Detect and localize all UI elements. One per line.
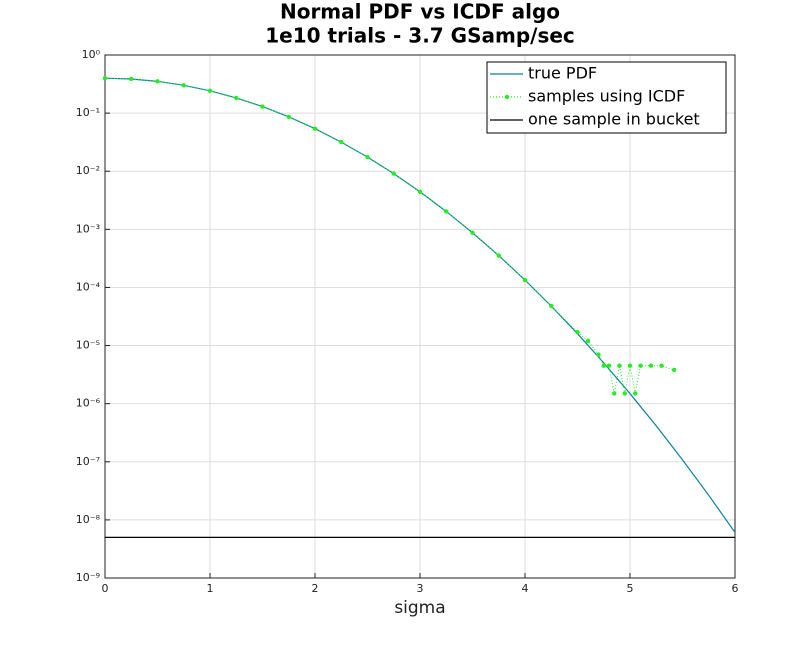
data-point <box>638 363 643 368</box>
x-tick-label: 4 <box>522 582 529 595</box>
data-point <box>155 79 160 84</box>
x-tick-label: 6 <box>732 582 739 595</box>
data-point <box>339 139 344 145</box>
data-point <box>286 114 291 120</box>
y-tick-label: 10⁻⁸ <box>76 513 101 526</box>
data-point <box>129 76 134 82</box>
data-point <box>601 363 606 368</box>
data-point <box>648 363 654 368</box>
y-tick-label: 10⁻⁹ <box>76 571 100 584</box>
data-point <box>444 209 449 214</box>
x-axis-label: sigma <box>394 598 445 618</box>
data-point <box>659 363 664 368</box>
data-point <box>549 303 554 309</box>
y-tick-label: 10⁻³ <box>76 222 100 235</box>
x-tick-label: 3 <box>417 582 424 595</box>
data-point <box>627 363 633 368</box>
data-point <box>365 154 370 160</box>
data-point <box>207 88 213 94</box>
legend-label: samples using ICDF <box>528 87 685 106</box>
plot-frame <box>104 54 736 579</box>
data-point <box>496 253 501 258</box>
series-line <box>105 77 675 394</box>
chart-title: Normal PDF vs ICDF algo <box>280 0 560 24</box>
y-tick-label: 10⁻⁷ <box>76 455 100 468</box>
data-point <box>181 83 186 88</box>
data-point <box>606 363 612 368</box>
legend-label: one sample in bucket <box>528 110 700 129</box>
chart-subtitle: 1e10 trials - 3.7 GSamp/sec <box>265 24 575 48</box>
y-tick-label: 10⁻² <box>76 164 100 177</box>
y-tick-label: 10⁰ <box>82 48 101 61</box>
data-point <box>596 352 601 357</box>
data-point <box>234 95 239 101</box>
data-point <box>617 363 622 368</box>
x-tick-label: 1 <box>207 582 214 595</box>
data-point <box>575 329 580 335</box>
data-point <box>260 104 265 109</box>
data-point <box>417 189 423 194</box>
data-point <box>622 391 627 396</box>
data-point <box>671 367 677 373</box>
data-point <box>612 391 617 396</box>
y-tick-label: 10⁻⁴ <box>76 280 101 293</box>
data-point <box>633 391 638 396</box>
data-point <box>102 75 108 81</box>
data-point <box>391 171 396 176</box>
x-tick-label: 5 <box>627 582 634 595</box>
legend-label: true PDF <box>528 64 597 83</box>
data-point <box>585 338 591 344</box>
legend-marker <box>504 94 510 100</box>
data-point <box>312 126 318 131</box>
y-tick-label: 10⁻⁵ <box>76 339 100 352</box>
data-point <box>470 230 475 235</box>
legend-box <box>486 61 727 134</box>
data-point <box>522 277 528 283</box>
y-tick-label: 10⁻¹ <box>76 106 100 119</box>
y-tick-label: 10⁻⁶ <box>76 397 101 410</box>
x-tick-label: 2 <box>312 582 319 595</box>
x-tick-label: 0 <box>102 582 109 595</box>
